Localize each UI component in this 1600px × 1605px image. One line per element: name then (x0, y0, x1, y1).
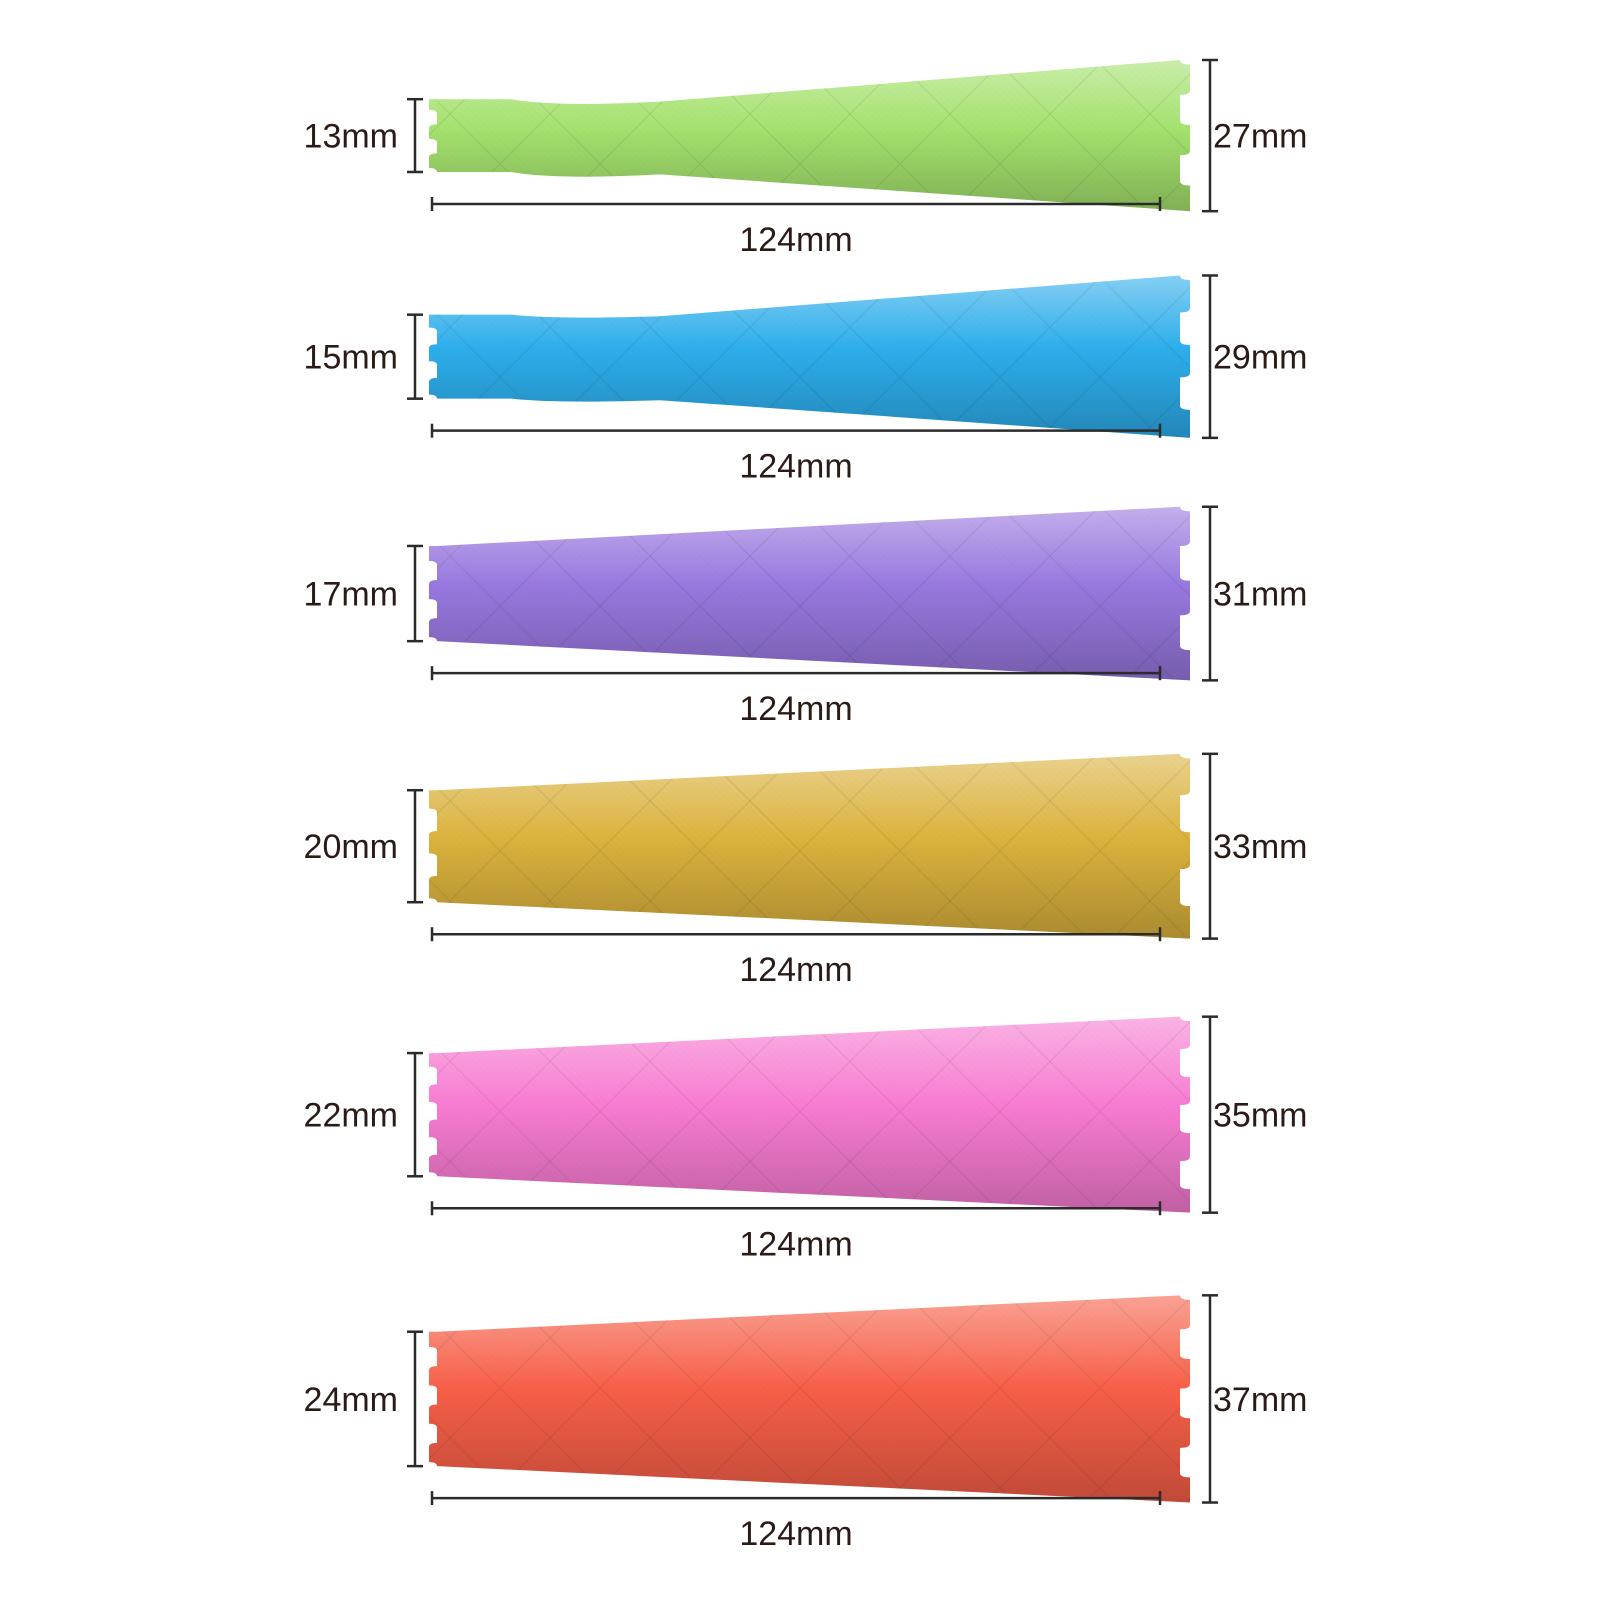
svg-text:15mm: 15mm (304, 339, 398, 377)
svg-text:31mm: 31mm (1213, 576, 1307, 614)
svg-text:124mm: 124mm (739, 1515, 852, 1553)
svg-text:35mm: 35mm (1213, 1097, 1307, 1135)
svg-text:124mm: 124mm (739, 448, 852, 486)
svg-text:33mm: 33mm (1213, 828, 1307, 866)
svg-text:27mm: 27mm (1213, 118, 1307, 156)
svg-text:124mm: 124mm (739, 690, 852, 728)
svg-text:22mm: 22mm (304, 1097, 398, 1135)
svg-text:124mm: 124mm (739, 221, 852, 259)
svg-text:29mm: 29mm (1213, 339, 1307, 377)
svg-text:20mm: 20mm (304, 828, 398, 866)
svg-text:124mm: 124mm (739, 951, 852, 989)
svg-text:124mm: 124mm (739, 1225, 852, 1263)
svg-text:37mm: 37mm (1213, 1381, 1307, 1419)
svg-text:17mm: 17mm (304, 576, 398, 614)
svg-text:24mm: 24mm (304, 1381, 398, 1419)
svg-text:13mm: 13mm (304, 118, 398, 156)
